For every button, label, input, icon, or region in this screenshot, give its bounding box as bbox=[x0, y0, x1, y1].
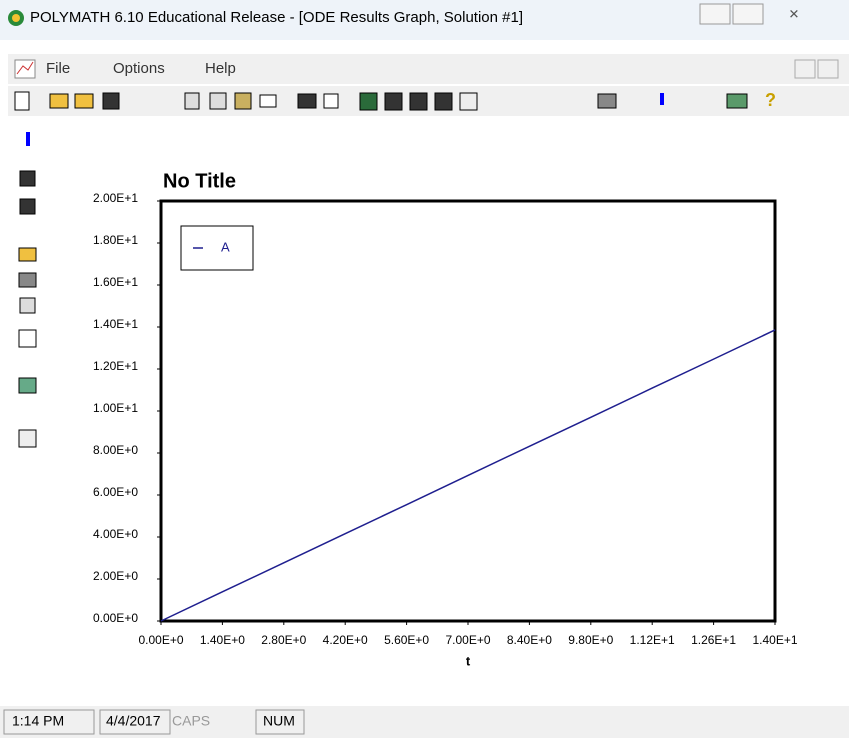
chart: No Title 0.00E+0 2.00E+0 4.00E+0 6.00E+0 8.00… bbox=[93, 170, 798, 668]
toolbar-icons: ? bbox=[14, 90, 776, 111]
x-tick-label: 8.40E+0 bbox=[507, 633, 552, 647]
y-tick-label: 1.40E+1 bbox=[93, 317, 138, 331]
y-tick-label: 1.00E+1 bbox=[93, 401, 138, 415]
status-caps: CAPS bbox=[172, 713, 210, 729]
graph-icon[interactable] bbox=[18, 329, 37, 348]
data-line bbox=[160, 329, 776, 622]
y-tick-label: 1.80E+1 bbox=[93, 233, 138, 247]
menu-item[interactable]: File bbox=[46, 60, 70, 77]
cut-icon[interactable] bbox=[184, 92, 200, 110]
mdi-minimize[interactable] bbox=[794, 59, 816, 79]
status-field bbox=[3, 709, 95, 735]
save-icon[interactable] bbox=[19, 170, 36, 187]
sort-icon[interactable] bbox=[323, 93, 339, 109]
function-icon[interactable] bbox=[384, 92, 403, 111]
close-button[interactable] bbox=[770, 4, 818, 24]
table-icon[interactable] bbox=[459, 92, 478, 111]
x-tick-label: 7.00E+0 bbox=[445, 633, 490, 647]
y-tick-label: 2.00E+0 bbox=[93, 569, 138, 583]
menu-bar bbox=[8, 54, 849, 84]
run-icon[interactable] bbox=[660, 93, 664, 105]
calc-icon[interactable] bbox=[597, 93, 617, 109]
x-tick-label: 1.40E+1 bbox=[752, 633, 797, 647]
copy-icon[interactable] bbox=[209, 92, 227, 110]
window-title: POLYMATH 6.10 Educational Release - [ODE… bbox=[30, 9, 523, 26]
y-tick-label: 8.00E+0 bbox=[93, 443, 138, 457]
table-icon[interactable] bbox=[18, 429, 37, 448]
x-tick-label: 9.80E+0 bbox=[568, 633, 613, 647]
new-icon[interactable] bbox=[14, 91, 30, 111]
y-tick-label: 1.60E+1 bbox=[93, 275, 138, 289]
grid-icon[interactable] bbox=[726, 93, 748, 109]
y-tick-label: 1.20E+1 bbox=[93, 359, 138, 373]
legend-box bbox=[180, 225, 254, 271]
y-tick-label: 2.00E+1 bbox=[93, 191, 138, 205]
x-tick-label: 1.12E+1 bbox=[630, 633, 675, 647]
help-icon[interactable]: ? bbox=[765, 90, 776, 110]
run-icon[interactable] bbox=[26, 132, 30, 146]
x-axis-label: t bbox=[466, 653, 471, 668]
save-as-icon[interactable] bbox=[19, 198, 36, 215]
minimize-button[interactable] bbox=[699, 3, 731, 25]
find-icon[interactable] bbox=[297, 93, 317, 109]
ode-icon[interactable] bbox=[409, 92, 428, 111]
toolbar bbox=[8, 86, 849, 116]
y-tick-label: 0.00E+0 bbox=[93, 611, 138, 625]
print-icon[interactable] bbox=[18, 272, 37, 288]
legend-label: A bbox=[221, 239, 230, 254]
status-field bbox=[99, 709, 171, 735]
graph-icon[interactable] bbox=[359, 92, 378, 111]
x-tick-label: 1.26E+1 bbox=[691, 633, 736, 647]
doc-icon-line bbox=[16, 61, 34, 75]
menu-item[interactable]: Help bbox=[205, 60, 236, 77]
close-glyph: ✕ bbox=[789, 6, 800, 21]
matrix-icon[interactable] bbox=[434, 92, 453, 111]
open-icon[interactable] bbox=[74, 93, 94, 109]
doc-icon bbox=[14, 59, 36, 79]
save-icon[interactable] bbox=[102, 92, 120, 110]
x-tick-label: 0.00E+0 bbox=[138, 633, 183, 647]
mdi-restore[interactable] bbox=[817, 59, 839, 79]
x-tick-label: 1.40E+0 bbox=[200, 633, 245, 647]
x-tick-label: 5.60E+0 bbox=[384, 633, 429, 647]
copy-icon[interactable] bbox=[19, 297, 36, 314]
maximize-button[interactable] bbox=[732, 3, 764, 25]
open-icon[interactable] bbox=[18, 247, 37, 262]
menu-item[interactable]: Options bbox=[113, 60, 165, 77]
y-tick-label: 6.00E+0 bbox=[93, 485, 138, 499]
x-tick-label: 4.20E+0 bbox=[323, 633, 368, 647]
status-field bbox=[255, 709, 305, 735]
status-bar bbox=[0, 706, 849, 738]
status-date: 4/4/2017 bbox=[106, 713, 161, 729]
x-tick-label: 2.80E+0 bbox=[261, 633, 306, 647]
chart-title: No Title bbox=[163, 170, 236, 192]
paste-icon[interactable] bbox=[234, 92, 252, 110]
y-tick-label: 4.00E+0 bbox=[93, 527, 138, 541]
brush-icon[interactable] bbox=[18, 377, 37, 394]
side-toolbar bbox=[18, 132, 37, 448]
plot-area bbox=[159, 199, 777, 623]
erase-icon[interactable] bbox=[259, 94, 277, 108]
open-icon[interactable] bbox=[49, 93, 69, 109]
status-time: 1:14 PM bbox=[12, 713, 64, 729]
app-icon-core bbox=[12, 14, 20, 22]
status-num: NUM bbox=[263, 713, 295, 729]
